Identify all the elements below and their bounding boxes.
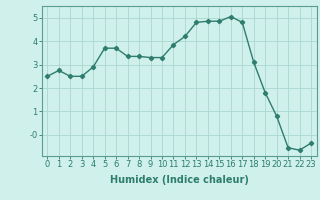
- X-axis label: Humidex (Indice chaleur): Humidex (Indice chaleur): [110, 175, 249, 185]
